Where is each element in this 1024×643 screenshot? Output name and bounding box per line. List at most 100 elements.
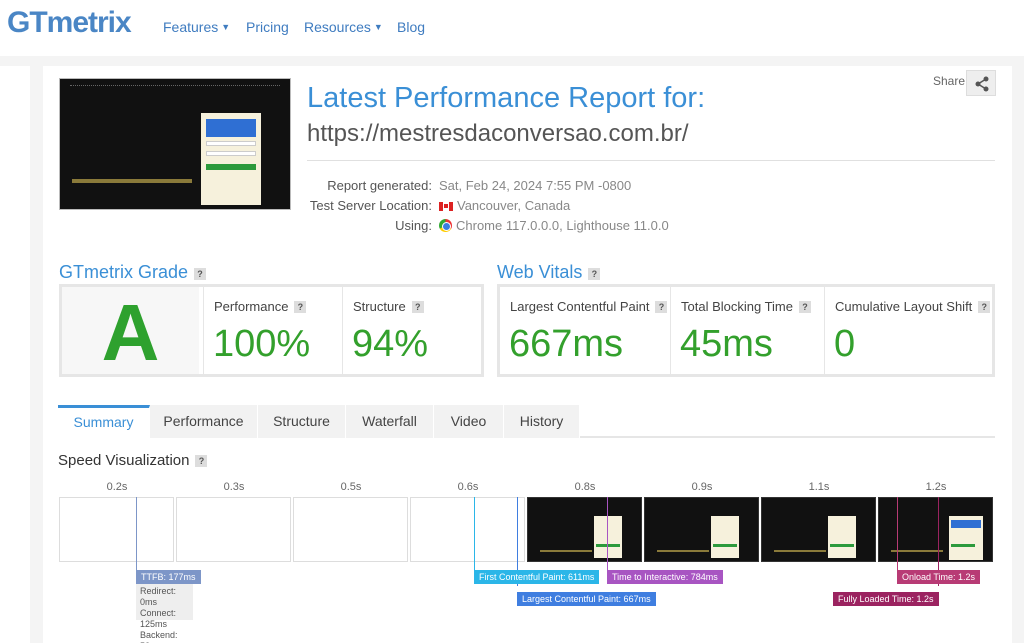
- chrome-icon: [439, 219, 452, 232]
- using-label: Using:: [395, 218, 432, 233]
- ttfb-breakdown: Redirect: 0ms Connect: 125ms Backend: 52…: [136, 584, 193, 643]
- web-vitals-title: Web Vitals?: [497, 262, 601, 283]
- thumbnail-text: [72, 179, 192, 183]
- gtmetrix-logo[interactable]: GTmetrix: [7, 6, 132, 39]
- tab-structure[interactable]: Structure: [258, 405, 346, 438]
- nav-features-label: Features: [163, 19, 219, 35]
- structure-label: Structure?: [353, 299, 424, 314]
- backend-value: Backend: 52ms: [140, 630, 178, 643]
- frame-form: [949, 516, 983, 560]
- lcp-value: 667ms: [509, 323, 624, 365]
- lcp-line: [517, 497, 518, 586]
- frame-form: [828, 516, 856, 558]
- filmstrip-frame: [644, 497, 759, 562]
- tab-waterfall[interactable]: Waterfall: [346, 405, 434, 438]
- speed-visualization-title: Speed Visualization?: [58, 452, 208, 469]
- tbt-cell: Total Blocking Time? 45ms: [670, 287, 824, 374]
- report-title: Latest Performance Report for:: [307, 82, 706, 114]
- using-text: Chrome 117.0.0.0, Lighthouse 11.0.0: [456, 218, 669, 233]
- server-location-label: Test Server Location:: [309, 198, 432, 213]
- share-icon: [975, 76, 989, 92]
- frame-form: [594, 516, 622, 558]
- nav-pricing-label: Pricing: [246, 19, 289, 35]
- tbt-label-text: Total Blocking Time: [681, 299, 793, 314]
- canada-flag-icon: [439, 202, 453, 211]
- tti-line: [607, 497, 608, 570]
- thumbnail-nav: [70, 85, 280, 88]
- help-icon[interactable]: ?: [411, 301, 424, 313]
- help-icon[interactable]: ?: [588, 268, 601, 280]
- fcp-marker: First Contentful Paint: 611ms: [474, 570, 600, 584]
- page-screenshot-thumbnail: [59, 78, 291, 210]
- nav-features[interactable]: Features ▼: [163, 19, 230, 35]
- help-icon[interactable]: ?: [194, 268, 207, 280]
- chevron-down-icon: ▼: [221, 22, 231, 32]
- filmstrip-frame: [293, 497, 408, 562]
- nav-blog[interactable]: Blog: [397, 19, 425, 35]
- report-generated-label: Report generated:: [327, 178, 432, 193]
- frame-form-button: [830, 544, 854, 547]
- frame-form-header: [951, 520, 981, 528]
- thumbnail-form-field: [206, 141, 256, 146]
- lcp-cell: Largest Contentful Paint? 667ms: [500, 287, 670, 374]
- performance-value: 100%: [213, 323, 311, 365]
- server-location-text: Vancouver, Canada: [457, 198, 571, 213]
- time-label: 0.2s: [106, 481, 128, 493]
- time-label: 0.3s: [223, 481, 245, 493]
- help-icon[interactable]: ?: [799, 301, 811, 313]
- tti-marker: Time to Interactive: 784ms: [607, 570, 723, 584]
- chevron-down-icon: ▼: [373, 22, 383, 32]
- time-label: 0.5s: [340, 481, 362, 493]
- help-icon[interactable]: ?: [655, 301, 668, 313]
- tab-video[interactable]: Video: [434, 405, 504, 438]
- report-tabs: Summary Performance Structure Waterfall …: [58, 405, 995, 438]
- time-label: 0.6s: [457, 481, 479, 493]
- nav-blog-label: Blog: [397, 19, 426, 35]
- tab-summary[interactable]: Summary: [58, 405, 150, 438]
- filmstrip-frame: [59, 497, 174, 562]
- tbt-value: 45ms: [680, 323, 773, 365]
- tab-history[interactable]: History: [504, 405, 580, 438]
- tbt-label: Total Blocking Time?: [681, 299, 811, 314]
- gtmetrix-grade-title-text: GTmetrix Grade: [59, 262, 189, 282]
- left-margin: [0, 66, 30, 643]
- nav-resources-label: Resources: [304, 19, 371, 35]
- fully-loaded-line: [938, 497, 939, 586]
- gtmetrix-grade-box: A Performance? 100% Structure? 94%: [59, 284, 484, 377]
- report-generated-value: Sat, Feb 24, 2024 7:55 PM -0800: [439, 178, 632, 193]
- time-label: 0.9s: [691, 481, 713, 493]
- structure-value: 94%: [352, 323, 429, 365]
- share-button[interactable]: [966, 70, 996, 96]
- ttfb-marker: TTFB: 177ms: [136, 570, 201, 584]
- onload-marker: Onload Time: 1.2s: [897, 570, 981, 584]
- performance-label-text: Performance: [214, 299, 289, 314]
- lcp-label: Largest Contentful Paint?: [510, 299, 668, 314]
- help-icon[interactable]: ?: [294, 301, 307, 313]
- filmstrip-frame: [410, 497, 525, 562]
- cls-value: 0: [834, 323, 856, 365]
- ttfb-line: [136, 497, 137, 570]
- connect-value: Connect: 125ms: [140, 608, 177, 629]
- filmstrip-frame: [878, 497, 993, 562]
- tab-performance[interactable]: Performance: [150, 405, 258, 438]
- report-url[interactable]: https://mestresdaconversao.com.br/: [307, 120, 689, 147]
- thumbnail-form-field: [206, 151, 256, 156]
- help-icon[interactable]: ?: [978, 301, 991, 313]
- structure-cell: Structure? 94%: [342, 287, 481, 374]
- top-nav: GTmetrix Features ▼ Pricing Resources ▼ Bl…: [0, 0, 1024, 56]
- nav-resources[interactable]: Resources ▼: [304, 19, 383, 35]
- performance-cell: Performance? 100%: [203, 287, 342, 374]
- web-vitals-box: Largest Contentful Paint? 667ms Total Bl…: [497, 284, 995, 377]
- gtmetrix-grade-title: GTmetrix Grade?: [59, 262, 207, 283]
- server-location-value: Vancouver, Canada: [439, 198, 570, 213]
- frame-text: [774, 550, 826, 552]
- frame-form-button: [713, 544, 737, 547]
- thumbnail-form: [201, 113, 261, 205]
- grade-letter-panel: A: [62, 287, 199, 377]
- grade-letter: A: [101, 288, 160, 377]
- filmstrip-frame: [176, 497, 291, 562]
- lcp-marker: Largest Contentful Paint: 667ms: [517, 592, 656, 606]
- help-icon[interactable]: ?: [195, 455, 208, 467]
- frame-form-button: [951, 544, 975, 547]
- nav-pricing[interactable]: Pricing: [246, 19, 289, 35]
